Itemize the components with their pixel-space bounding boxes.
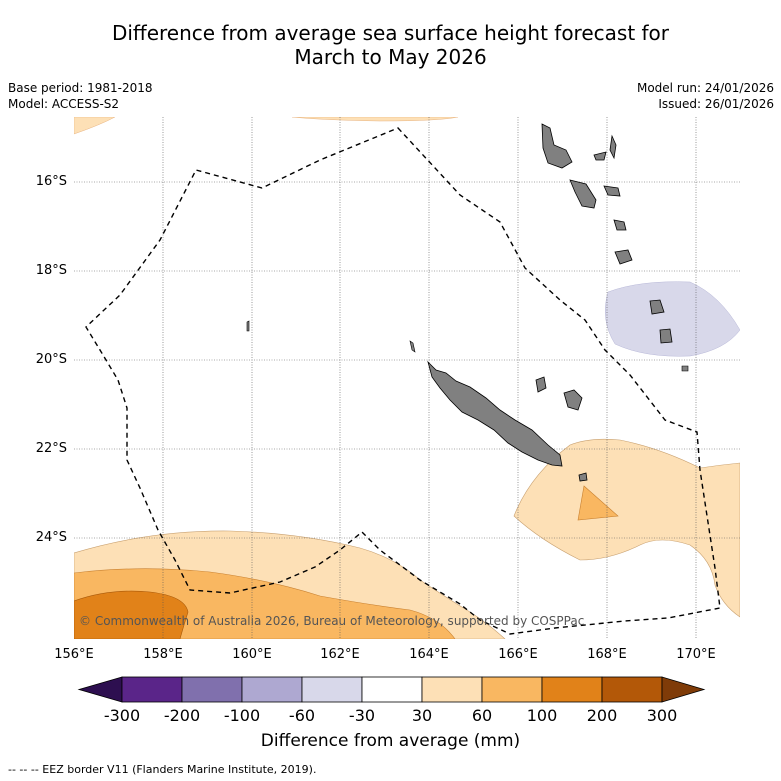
land-aneityum-south: [649, 299, 665, 315]
issued-date: Issued: 26/01/2026: [658, 97, 774, 111]
colorbar-label-300: 300: [646, 706, 678, 725]
meta-left: Base period: 1981-2018 Model: ACCESS-S2: [8, 80, 153, 112]
meta-right: Model run: 24/01/2026 Issued: 26/01/2026: [637, 80, 774, 112]
colorbar-bin-5: [361, 676, 423, 703]
colorbar-label-100: 100: [526, 706, 558, 725]
land-belep: [409, 340, 416, 353]
anomaly-60-100-right: [577, 485, 619, 521]
lon-label-156e: 156°E: [54, 647, 94, 662]
colorbar-bin-3: [241, 676, 303, 703]
lat-label-18s: 18°S: [35, 263, 67, 278]
colorbar-label-neg200: -200: [163, 706, 201, 725]
colorbar-label-neg300: -300: [103, 706, 141, 725]
colorbar-title: Difference from average (mm): [260, 731, 521, 751]
land-erromango: [614, 249, 633, 265]
land-new-caledonia: [427, 360, 563, 467]
lon-label-170e: 170°E: [676, 647, 716, 662]
model-name: Model: ACCESS-S2: [8, 97, 120, 111]
land-lifou: [563, 389, 583, 411]
anomaly-30-60-top-center: [291, 117, 459, 122]
anomaly-30-60-top-left: [74, 117, 116, 135]
anomaly-100-200-bottom: [74, 590, 189, 639]
land-islet-far-east: [681, 365, 689, 372]
eez-border: [85, 127, 721, 635]
colorbar: [77, 676, 706, 703]
land-isle-of-pines: [578, 472, 588, 482]
colorbar-bin-9: [601, 676, 663, 703]
lon-label-168e: 168°E: [587, 647, 627, 662]
land-maewo-pentecost: [609, 134, 617, 160]
colorbar-label-30: 30: [411, 706, 433, 725]
lon-label-158e: 158°E: [143, 647, 183, 662]
land-malekula: [569, 179, 597, 209]
land-efate: [613, 219, 627, 231]
lat-label-20s: 20°S: [35, 352, 67, 367]
land-chesterfield: [246, 320, 250, 332]
colorbar-bin-8: [541, 676, 603, 703]
lon-label-164e: 164°E: [409, 647, 449, 662]
colorbar-label-60: 60: [471, 706, 493, 725]
colorbar-bin-4: [301, 676, 363, 703]
lon-label-160e: 160°E: [232, 647, 272, 662]
model-run: Model run: 24/01/2026: [636, 81, 774, 95]
lat-label-24s: 24°S: [35, 530, 67, 545]
colorbar-bin-2: [181, 676, 243, 703]
land-islet-east: [659, 328, 673, 344]
land-ambrym: [603, 185, 621, 197]
colorbar-under: [77, 676, 123, 703]
gridlines: [74, 117, 740, 639]
anomaly-30-60-right: [513, 438, 740, 618]
eez-footer-note: -- -- -- EEZ border V11 (Flanders Marine…: [8, 763, 317, 776]
land-ambae: [593, 151, 607, 161]
colorbar-label-neg30: -30: [348, 706, 376, 725]
lat-label-22s: 22°S: [35, 441, 67, 456]
chart-title-line1: Difference from average sea surface heig…: [111, 21, 670, 45]
colorbar-bin-6: [421, 676, 483, 703]
colorbar-bin-1: [121, 676, 183, 703]
colorbar-label-neg60: -60: [288, 706, 316, 725]
lon-label-162e: 162°E: [320, 647, 360, 662]
land-mare: [535, 376, 547, 393]
copyright-notice: © Commonwealth of Australia 2026, Bureau…: [79, 614, 585, 628]
base-period: Base period: 1981-2018: [8, 81, 153, 95]
chart-title-line2: March to May 2026: [294, 45, 487, 69]
colorbar-over: [661, 676, 706, 703]
land-espiritu-santo: [541, 123, 573, 169]
lat-label-16s: 16°S: [35, 174, 67, 189]
colorbar-bin-7: [481, 676, 543, 703]
lon-label-166e: 166°E: [498, 647, 538, 662]
colorbar-label-neg100: -100: [223, 706, 261, 725]
colorbar-label-200: 200: [586, 706, 618, 725]
anomaly-neg30-neg60: [604, 281, 740, 357]
